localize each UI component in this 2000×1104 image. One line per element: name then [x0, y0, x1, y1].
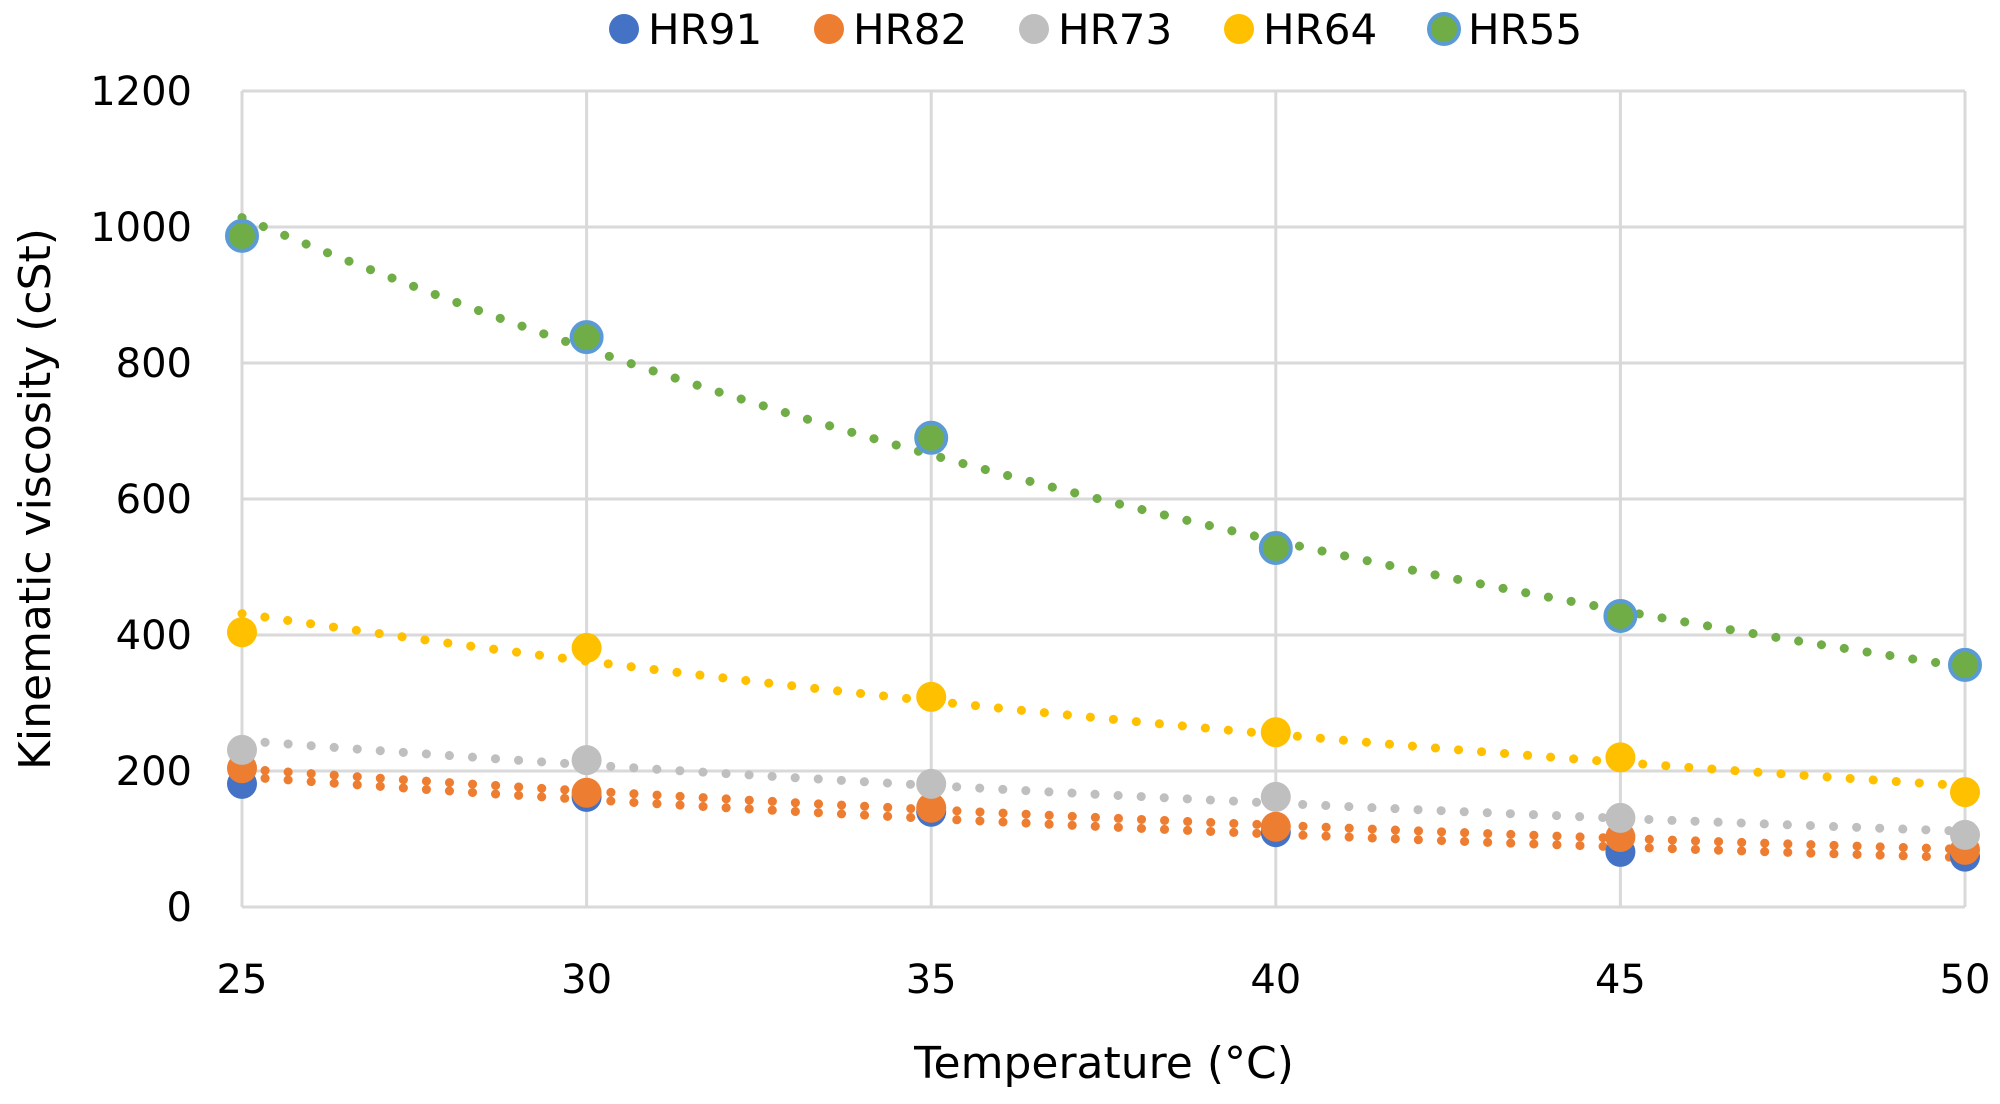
data-points [225, 218, 1982, 872]
grid [240, 89, 1967, 909]
data-point-hr82 [1260, 811, 1291, 842]
data-point-hr64 [1605, 742, 1636, 773]
x-axis-label: Temperature (°C) [913, 1038, 1294, 1089]
legend-label: HR91 [648, 5, 762, 54]
data-point-hr73 [1950, 819, 1980, 850]
data-point-hr64 [1950, 777, 1980, 808]
data-point-hr64 [227, 617, 257, 648]
y-axis-label: Kinematic viscosity (cSt) [10, 228, 61, 770]
trendline-hr82 [237, 764, 1970, 854]
trendlines [237, 213, 1970, 863]
y-tick-label: 800 [116, 341, 192, 387]
legend-item-hr55: HR55 [1427, 5, 1582, 54]
data-point-hr64 [571, 632, 602, 663]
legend-marker-icon [1427, 12, 1461, 46]
data-point-hr73 [1260, 781, 1291, 812]
series-hr73 [227, 734, 1980, 850]
legend-item-hr73: HR73 [1019, 5, 1172, 54]
y-axis-ticks: 0 200 400 600 800 1000 1200 [90, 69, 192, 931]
x-axis-ticks: 25 30 35 40 45 50 [217, 957, 1991, 1003]
legend-item-hr64: HR64 [1224, 5, 1377, 54]
legend-label: HR73 [1058, 5, 1172, 54]
legend-marker-icon [814, 14, 844, 44]
data-point-hr55 [1258, 530, 1293, 565]
trendline-hr64 [237, 609, 1970, 791]
data-point-hr64 [916, 681, 947, 712]
legend-item-hr91: HR91 [609, 5, 762, 54]
x-tick-label: 40 [1250, 957, 1301, 1003]
data-point-hr64 [1260, 717, 1291, 748]
legend-marker-icon [1019, 14, 1049, 44]
data-point-hr55 [225, 218, 259, 253]
data-point-hr55 [1603, 598, 1638, 633]
legend-label: HR64 [1263, 5, 1377, 54]
y-tick-label: 0 [167, 885, 192, 931]
data-point-hr73 [571, 745, 602, 776]
legend-item-hr82: HR82 [814, 5, 967, 54]
legend-label: HR55 [1468, 5, 1582, 54]
x-tick-label: 45 [1595, 957, 1646, 1003]
y-tick-label: 200 [116, 749, 192, 795]
data-point-hr82 [916, 792, 947, 823]
x-tick-label: 50 [1940, 957, 1991, 1003]
y-tick-label: 600 [116, 477, 192, 523]
legend-marker-icon [1224, 14, 1254, 44]
x-tick-label: 30 [561, 957, 612, 1003]
data-point-hr55 [569, 320, 604, 355]
series-hr64 [227, 617, 1980, 808]
y-tick-label: 1000 [90, 205, 192, 251]
data-point-hr55 [914, 420, 949, 455]
trendline-hr55 [237, 213, 1970, 672]
data-point-hr73 [1605, 802, 1636, 833]
legend: HR91 HR82 HR73 HR64 HR55 [609, 5, 1582, 54]
trendline-hr73 [237, 736, 1970, 836]
data-point-hr55 [1948, 647, 1982, 682]
data-point-hr73 [916, 768, 947, 799]
trendline-hr91 [237, 772, 1970, 863]
x-tick-label: 35 [906, 957, 957, 1003]
x-tick-label: 25 [217, 957, 268, 1003]
y-tick-label: 400 [116, 613, 192, 659]
y-tick-label: 1200 [90, 69, 192, 115]
legend-label: HR82 [853, 5, 967, 54]
legend-marker-icon [609, 14, 639, 44]
data-point-hr82 [571, 777, 602, 808]
data-point-hr73 [227, 734, 257, 765]
series-hr55 [225, 218, 1982, 682]
